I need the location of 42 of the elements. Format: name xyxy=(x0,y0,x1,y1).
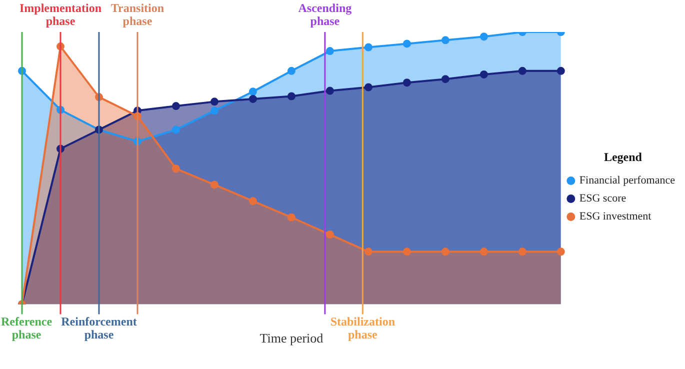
point xyxy=(402,40,411,48)
point xyxy=(364,248,372,256)
point xyxy=(248,94,257,103)
point xyxy=(402,78,411,87)
point xyxy=(556,66,565,75)
point xyxy=(364,43,372,52)
point xyxy=(287,66,296,75)
point xyxy=(210,106,218,115)
point xyxy=(248,197,257,206)
legend-title: Legend xyxy=(604,150,642,164)
point xyxy=(480,32,488,41)
point xyxy=(210,180,218,189)
text: Implementation phase xyxy=(19,1,102,28)
point xyxy=(364,83,372,92)
point xyxy=(556,248,565,256)
point xyxy=(326,86,334,95)
legend-label: Financial perfomance xyxy=(579,174,676,187)
text: Reference phase xyxy=(1,314,53,342)
text: Reinforcement phase xyxy=(61,314,137,342)
point xyxy=(441,248,450,256)
point xyxy=(402,248,411,256)
point xyxy=(441,36,450,44)
point xyxy=(210,98,218,106)
point xyxy=(248,88,257,96)
point xyxy=(518,248,526,256)
text: Ascending phase xyxy=(298,1,352,28)
point xyxy=(172,126,180,134)
point xyxy=(172,164,180,173)
legend-label: ESG score xyxy=(579,192,626,205)
point xyxy=(287,92,296,100)
point xyxy=(518,66,526,75)
point xyxy=(480,248,488,256)
point xyxy=(441,75,450,84)
legend-label: ESG investment xyxy=(579,210,652,223)
text: Stabilization phase xyxy=(330,314,396,342)
point xyxy=(172,102,180,110)
x-axis-title: Time period xyxy=(260,330,324,346)
point xyxy=(326,230,334,239)
point xyxy=(480,70,488,78)
point xyxy=(326,47,334,56)
text: Transition phase xyxy=(110,1,164,28)
point xyxy=(287,213,296,222)
